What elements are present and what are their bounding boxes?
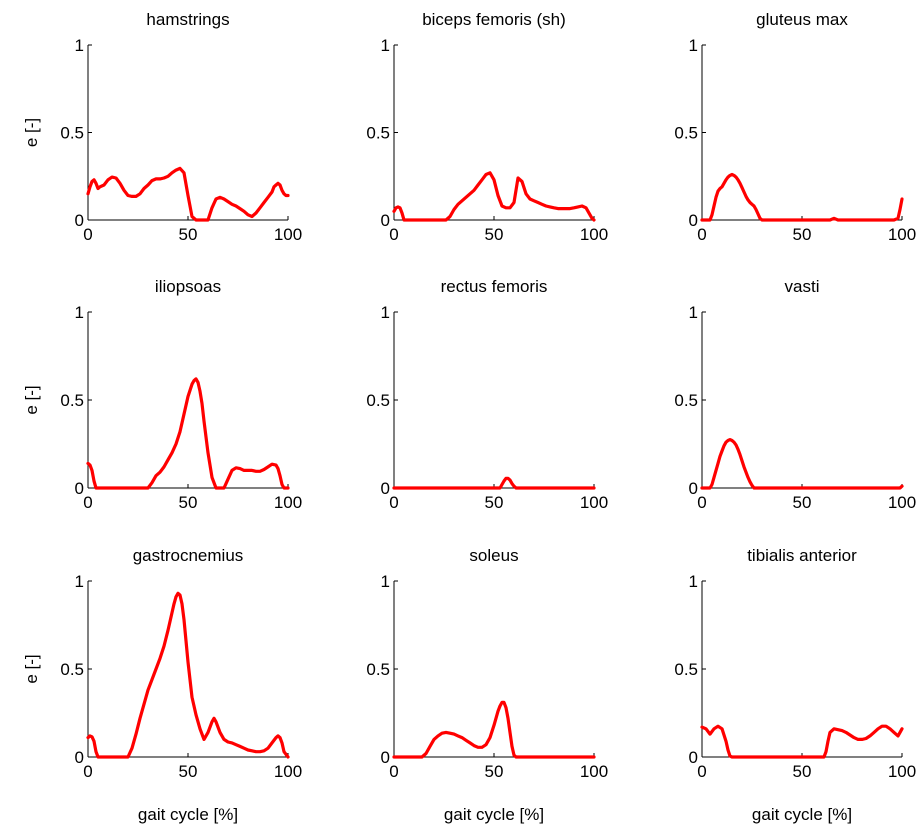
- x-axis-label: gait cycle [%]: [138, 805, 238, 824]
- series-line-gastrocnemius: [86, 591, 290, 759]
- y-tick-label: 0: [75, 748, 84, 767]
- x-tick-label: 100: [274, 762, 302, 781]
- x-tick-label: 50: [793, 225, 812, 244]
- series-line-biceps-femoris-sh: [392, 171, 596, 222]
- x-tick-label: 100: [274, 225, 302, 244]
- x-tick-label: 0: [83, 493, 92, 512]
- subplot-hamstrings: 0 50 100 0 0.5 1 hamstrings e [-]: [22, 10, 302, 244]
- y-tick-label: 0: [689, 479, 698, 498]
- series-line-vasti: [700, 438, 904, 490]
- y-tick-label: 1: [381, 303, 390, 322]
- y-tick-label: 0.5: [60, 124, 84, 143]
- subplot-title: vasti: [785, 277, 820, 296]
- series-line-hamstrings: [86, 166, 290, 222]
- subplot-title: tibialis anterior: [747, 546, 857, 565]
- x-tick-label: 100: [580, 762, 608, 781]
- y-tick-label: 0: [381, 748, 390, 767]
- x-tick-label: 50: [179, 762, 198, 781]
- x-tick-label: 100: [888, 493, 916, 512]
- x-tick-label: 50: [179, 225, 198, 244]
- x-tick-label: 100: [580, 493, 608, 512]
- x-tick-label: 50: [485, 493, 504, 512]
- y-tick-label: 0: [75, 211, 84, 230]
- y-tick-label: 1: [75, 572, 84, 591]
- x-axis-label: gait cycle [%]: [752, 805, 852, 824]
- y-tick-label: 0: [381, 211, 390, 230]
- x-tick-label: 50: [485, 225, 504, 244]
- y-tick-label: 0: [689, 211, 698, 230]
- x-tick-label: 0: [697, 225, 706, 244]
- y-tick-label: 0.5: [366, 660, 390, 679]
- subplot-title: biceps femoris (sh): [422, 10, 566, 29]
- y-tick-label: 1: [381, 36, 390, 55]
- series-line-rectus-femoris: [392, 476, 596, 490]
- y-tick-label: 0: [689, 748, 698, 767]
- y-tick-label: 0.5: [674, 124, 698, 143]
- subplot-title: gluteus max: [756, 10, 848, 29]
- y-tick-label: 0.5: [366, 124, 390, 143]
- subplot-vasti: 0 50 100 0 0.5 1 vasti: [674, 277, 916, 512]
- x-tick-label: 0: [83, 762, 92, 781]
- x-tick-label: 50: [179, 493, 198, 512]
- y-tick-label: 1: [75, 36, 84, 55]
- x-tick-label: 0: [83, 225, 92, 244]
- x-tick-label: 50: [793, 762, 812, 781]
- series-line-iliopsoas: [86, 377, 290, 490]
- y-tick-label: 1: [75, 303, 84, 322]
- x-tick-label: 0: [389, 762, 398, 781]
- subplot-iliopsoas: 0 50 100 0 0.5 1 iliopsoas e [-]: [22, 277, 302, 512]
- subplot-biceps-femoris-sh: 0 50 100 0 0.5 1 biceps femoris (sh): [366, 10, 608, 244]
- y-axis-label: e [-]: [22, 118, 41, 147]
- y-axis-label: e [-]: [22, 385, 41, 414]
- subplot-soleus: 0 50 100 0 0.5 1 soleus gait cycle [%]: [366, 546, 608, 824]
- y-tick-label: 1: [381, 572, 390, 591]
- subplot-title: hamstrings: [146, 10, 229, 29]
- x-tick-label: 100: [888, 762, 916, 781]
- x-tick-label: 0: [389, 493, 398, 512]
- y-tick-label: 0: [381, 479, 390, 498]
- subplot-rectus-femoris: 0 50 100 0 0.5 1 rectus femoris: [366, 277, 608, 512]
- subplot-gastrocnemius: 0 50 100 0 0.5 1 gastrocnemius e [-] gait cycle …: [22, 546, 302, 824]
- series-line-soleus: [392, 700, 596, 759]
- subplot-title: gastrocnemius: [133, 546, 244, 565]
- x-axis-label: gait cycle [%]: [444, 805, 544, 824]
- x-tick-label: 100: [580, 225, 608, 244]
- y-axis-label: e [-]: [22, 654, 41, 683]
- y-tick-label: 0.5: [674, 391, 698, 410]
- x-tick-label: 0: [697, 762, 706, 781]
- y-tick-label: 1: [689, 572, 698, 591]
- x-tick-label: 50: [485, 762, 504, 781]
- series-line-tibialis-anterior: [700, 724, 904, 759]
- subplot-title: rectus femoris: [441, 277, 548, 296]
- x-tick-label: 100: [888, 225, 916, 244]
- subplot-title: soleus: [469, 546, 518, 565]
- x-tick-label: 50: [793, 493, 812, 512]
- y-tick-label: 0: [75, 479, 84, 498]
- subplot-tibialis-anterior: 0 50 100 0 0.5 1 tibialis anterior gait cycle […: [674, 546, 916, 824]
- x-tick-label: 0: [389, 225, 398, 244]
- x-tick-label: 100: [274, 493, 302, 512]
- y-tick-label: 1: [689, 36, 698, 55]
- y-tick-label: 1: [689, 303, 698, 322]
- y-tick-label: 0.5: [366, 391, 390, 410]
- subplot-title: iliopsoas: [155, 277, 221, 296]
- series-line-gluteus-max: [700, 172, 904, 222]
- x-tick-label: 0: [697, 493, 706, 512]
- y-tick-label: 0.5: [60, 660, 84, 679]
- y-tick-label: 0.5: [60, 391, 84, 410]
- subplot-gluteus-max: 0 50 100 0 0.5 1 gluteus max: [674, 10, 916, 244]
- y-tick-label: 0.5: [674, 660, 698, 679]
